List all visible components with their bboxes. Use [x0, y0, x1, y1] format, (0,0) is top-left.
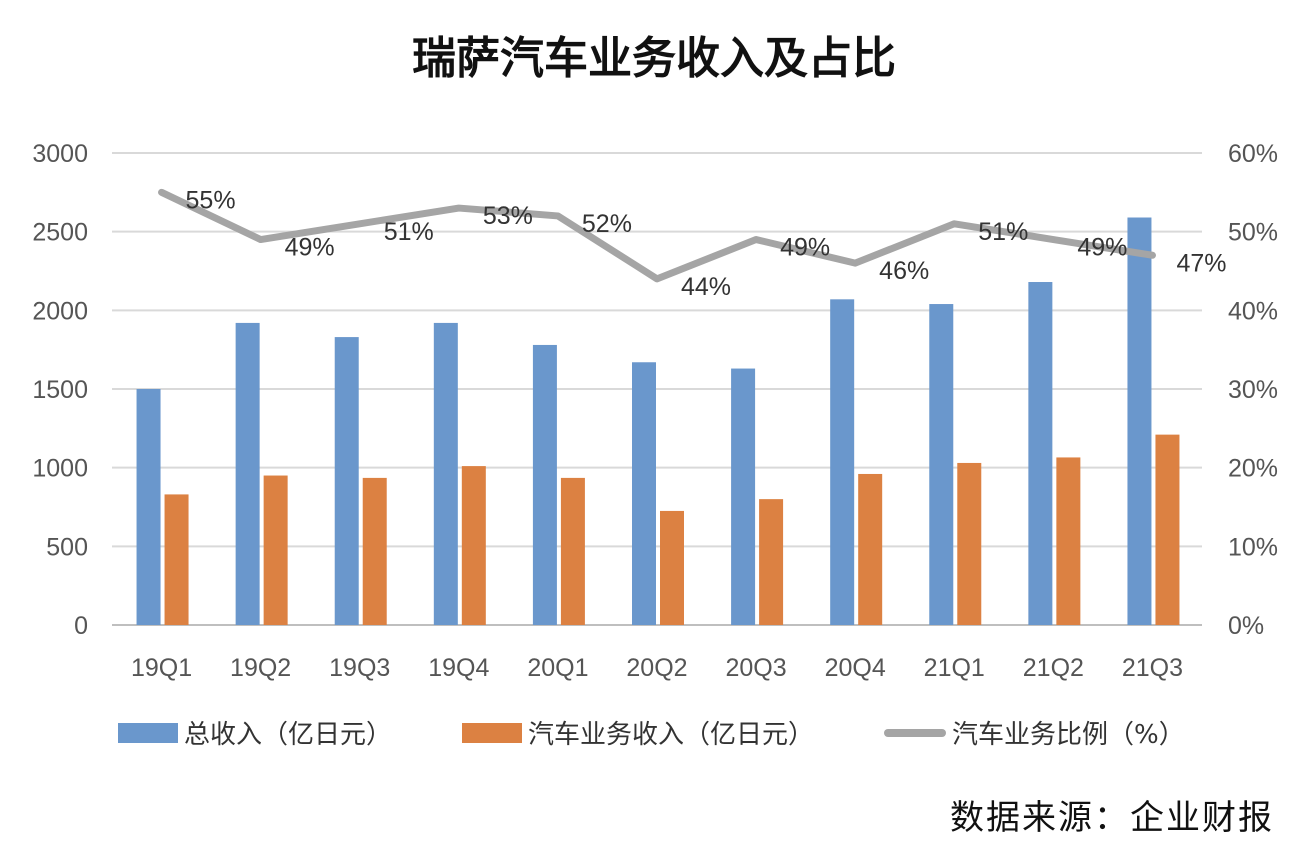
y-right-tick-label: 40%	[1228, 297, 1278, 325]
ratio-data-label: 55%	[186, 186, 236, 214]
ratio-data-label: 47%	[1176, 249, 1226, 277]
y-left-tick-label: 1500	[32, 376, 88, 404]
ratio-point	[1150, 253, 1154, 257]
ratio-point	[259, 238, 263, 242]
bar-auto	[1155, 434, 1180, 625]
bar-total	[830, 299, 855, 625]
ratio-data-label: 49%	[780, 234, 830, 262]
x-tick-label: 20Q2	[626, 654, 687, 682]
bar-auto	[362, 477, 387, 625]
legend-auto-label: 汽车业务收入（亿日元）	[528, 720, 815, 750]
y-left-tick-label: 2500	[32, 219, 88, 247]
bar-total	[731, 368, 756, 625]
y-right-tick-label: 0%	[1228, 612, 1264, 640]
x-tick-label: 21Q3	[1122, 654, 1183, 682]
legend-ratio: 汽车业务比例（%）	[884, 714, 1185, 751]
ratio-data-label: 46%	[879, 257, 929, 285]
bar-total	[1028, 282, 1053, 625]
x-tick-label: 20Q4	[825, 654, 886, 682]
legend-total-swatch	[118, 722, 178, 743]
y-left-tick-label: 0	[74, 612, 88, 640]
ratio-data-label: 53%	[483, 202, 533, 230]
bar-total	[1127, 217, 1152, 626]
ratio-data-label: 49%	[1077, 234, 1127, 262]
y-right-tick-label: 30%	[1228, 376, 1278, 404]
x-tick-label: 19Q2	[230, 654, 291, 682]
ratio-line-layer	[158, 188, 1156, 283]
ratio-point	[1051, 238, 1055, 242]
y-left-tick-label: 2000	[32, 297, 88, 325]
bar-auto	[858, 473, 883, 625]
x-tick-label: 20Q1	[527, 654, 588, 682]
ratio-point	[160, 190, 164, 194]
y-right-tick-label: 50%	[1228, 219, 1278, 247]
legend-auto-swatch	[462, 722, 522, 743]
ratio-data-label: 44%	[681, 273, 731, 301]
ratio-data-label: 51%	[978, 218, 1028, 246]
bar-auto	[759, 499, 784, 625]
bar-auto	[1056, 457, 1081, 625]
source-note: 数据来源：企业财报	[950, 798, 1274, 838]
ratio-point	[655, 277, 659, 281]
legend-total-label: 总收入（亿日元）	[184, 720, 393, 750]
x-tick-label: 20Q3	[726, 654, 787, 682]
bar-total	[532, 344, 557, 625]
y-right-tick-label: 20%	[1228, 455, 1278, 483]
bar-total	[235, 322, 260, 625]
labels: 0 0% 500 10% 1000 20% 1500 30% 2000 40% 2500 50% 300…	[32, 140, 1278, 682]
legend-total: 总收入（亿日元）	[118, 714, 392, 751]
bar-total	[433, 322, 458, 625]
bar-total	[929, 304, 954, 625]
ratio-point	[952, 222, 956, 226]
x-tick-label: 19Q1	[131, 654, 192, 682]
y-right-tick-label: 60%	[1228, 140, 1278, 168]
bar-total	[334, 337, 359, 625]
legend-ratio-swatch	[884, 728, 946, 737]
x-tick-label: 21Q1	[924, 654, 985, 682]
ratio-data-label: 51%	[384, 218, 434, 246]
bar-auto	[461, 466, 486, 625]
ratio-point	[556, 214, 560, 218]
bar-auto	[660, 510, 684, 625]
bar-auto	[263, 475, 288, 625]
legend-ratio-label: 汽车业务比例（%）	[952, 720, 1185, 750]
ratio-point	[754, 238, 758, 242]
y-left-tick-label: 3000	[32, 140, 88, 168]
ratio-point	[358, 222, 362, 226]
ratio-data-label: 52%	[582, 210, 632, 238]
bar-auto	[560, 477, 585, 625]
ratio-data-label: 49%	[285, 234, 335, 262]
bar-auto	[164, 494, 189, 625]
x-tick-label: 19Q3	[329, 654, 390, 682]
legend-auto: 汽车业务收入（亿日元）	[462, 714, 814, 751]
bar-auto	[957, 462, 982, 625]
x-tick-label: 19Q4	[428, 654, 489, 682]
ratio-point	[853, 261, 857, 265]
ratio-point	[457, 206, 461, 210]
y-right-tick-label: 10%	[1228, 533, 1278, 561]
chart-title: 瑞萨汽车业务收入及占比	[412, 33, 896, 84]
y-left-tick-label: 1000	[32, 455, 88, 483]
bar-total	[632, 362, 656, 625]
x-tick-label: 21Q2	[1023, 654, 1084, 682]
bars	[136, 217, 1180, 626]
y-left-tick-label: 500	[46, 533, 88, 561]
bar-total	[136, 389, 161, 625]
